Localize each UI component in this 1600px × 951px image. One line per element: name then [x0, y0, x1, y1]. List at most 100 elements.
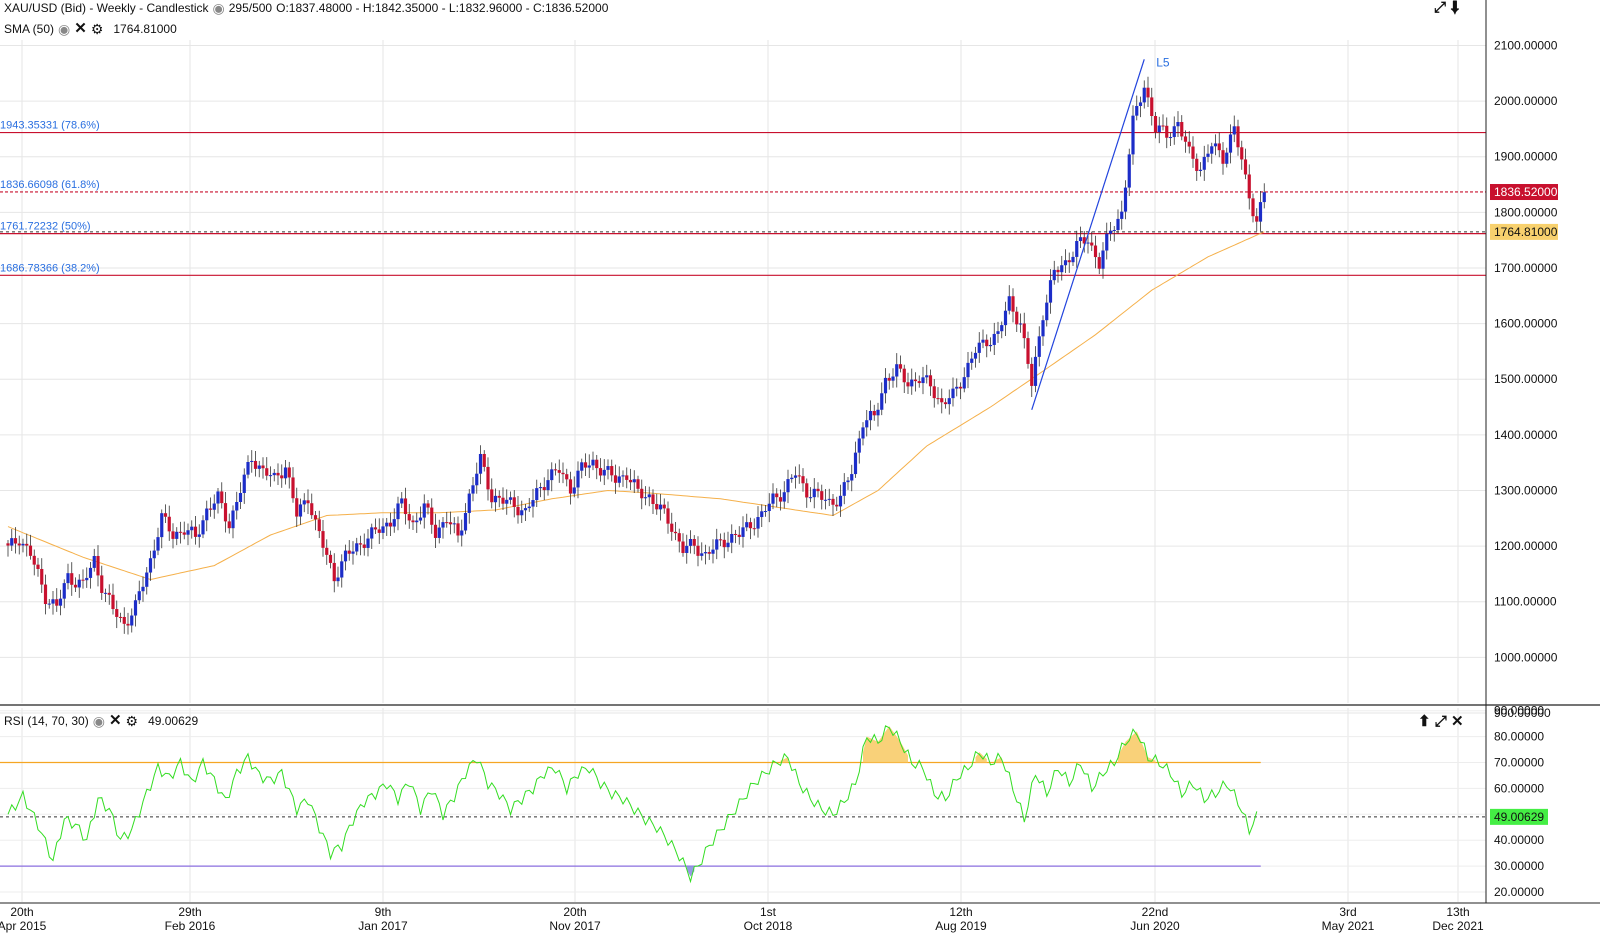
candle-body [557, 470, 561, 473]
price-tick-label: 1800.00000 [1494, 205, 1558, 219]
candle-body [17, 543, 21, 546]
candle-body [156, 537, 160, 551]
arrow-up-icon[interactable]: ⬆ [1418, 713, 1431, 730]
price-tick-label: 1100.00000 [1494, 595, 1557, 609]
price-tick-label: 1700.00000 [1494, 261, 1558, 275]
arrow-down-icon[interactable]: ⬇ [1450, 0, 1460, 16]
candle-body [388, 522, 393, 527]
candle-body [816, 488, 820, 492]
candle-body [1086, 242, 1090, 244]
candle-body [827, 498, 831, 500]
candle-body [1225, 152, 1229, 164]
eye-icon[interactable]: ◉ [58, 21, 71, 37]
candle-body [212, 503, 216, 510]
candle-body [430, 507, 434, 525]
candle-body [985, 339, 989, 347]
candle-body [205, 508, 209, 521]
candle-body [1015, 311, 1019, 325]
candle-body [962, 377, 966, 389]
candle-body [996, 331, 1000, 334]
candle-body [261, 465, 265, 469]
candle-body [565, 474, 569, 480]
eye-icon[interactable]: ◉ [212, 0, 225, 16]
candle-body [111, 594, 115, 610]
sma-legend: SMA (50) ◉ ✕ ⚙ 1764.81000 [4, 20, 177, 37]
candle-body [647, 494, 651, 498]
candle-body [250, 460, 254, 462]
candle-body [883, 377, 888, 394]
candle-body [1255, 216, 1259, 222]
candle-body [1217, 143, 1221, 151]
date-tick-label: 9th [375, 905, 392, 919]
rsi-tick-label: 30.00000 [1494, 859, 1544, 873]
candle-body [456, 523, 460, 536]
candle-body [688, 539, 693, 546]
candle-body [771, 493, 775, 504]
close-icon[interactable]: ✕ [1450, 713, 1464, 730]
candle-body [1183, 136, 1188, 142]
candle-body [1067, 260, 1071, 263]
candle-body [463, 512, 468, 531]
gear-icon[interactable]: ⚙ [90, 21, 104, 37]
candle-body [673, 531, 678, 534]
candle-body [160, 513, 164, 538]
candle-body [77, 579, 81, 588]
gear-icon[interactable]: ⚙ [125, 713, 139, 729]
candle-body [516, 506, 520, 516]
candle-body [625, 475, 629, 480]
candle-body [1097, 257, 1101, 269]
candle-body [797, 475, 801, 477]
close-icon[interactable]: ✕ [108, 712, 122, 729]
candle-body [100, 575, 104, 593]
candle-body [820, 491, 824, 500]
candle-body [21, 543, 25, 546]
candle-body [1135, 105, 1139, 116]
candle-body [47, 603, 51, 605]
candle-body [940, 398, 944, 403]
rsi-overbought-fill [863, 726, 908, 763]
candle-body [696, 545, 700, 556]
candle-body [171, 531, 175, 539]
candle-body [490, 489, 494, 503]
candle-body [92, 556, 96, 568]
candle-body [471, 485, 475, 494]
candle-body [767, 503, 771, 512]
chart-header: XAU/USD (Bid) - Weekly - Candlestick ◉ 2… [4, 1, 608, 15]
date-tick-label: Nov 2017 [549, 919, 601, 933]
candle-body [1258, 202, 1263, 222]
rsi-tick-label: 20.00000 [1494, 885, 1544, 899]
candle-body [193, 526, 198, 537]
candle-body [373, 527, 378, 530]
price-tick-label: 1300.00000 [1494, 483, 1558, 497]
candle-body [1041, 320, 1045, 337]
candle-body [670, 523, 674, 532]
candle-body [433, 524, 438, 538]
close-icon[interactable]: ✕ [74, 20, 87, 37]
candle-body [1101, 250, 1105, 269]
candle-body [370, 527, 374, 539]
fib-level-label: 1836.66098 (61.8%) [0, 179, 100, 191]
fibonacci-levels[interactable]: 1943.35331 (78.6%) 1836.66098 (61.8%) 1761… [0, 120, 1486, 276]
eye-icon[interactable]: ◉ [92, 713, 105, 729]
candle-body [722, 539, 726, 548]
candle-body [133, 600, 138, 616]
last-price-label: 1836.52000 [1494, 185, 1558, 199]
candle-body [291, 477, 295, 499]
candle-body [1123, 187, 1128, 212]
fib-level-label: 1686.78366 (38.2%) [0, 262, 100, 274]
candle-body [595, 459, 599, 469]
candle-body [1090, 242, 1094, 246]
price-tick-label: 1000.00000 [1494, 650, 1558, 664]
expand-icon[interactable]: ⤢ [1434, 0, 1447, 16]
candle-body [636, 479, 640, 489]
candle-body [81, 579, 85, 581]
rsi-legend: RSI (14, 70, 30) ◉ ✕ ⚙ 49.00629 [4, 712, 198, 729]
date-tick-label: 22nd [1142, 905, 1169, 919]
trend-line[interactable]: L5 [1031, 55, 1170, 410]
candle-body [572, 487, 576, 494]
candle-body [508, 497, 513, 500]
candle-body [861, 427, 865, 439]
expand-icon[interactable]: ⤢ [1434, 713, 1447, 730]
candle-body [1003, 310, 1008, 326]
